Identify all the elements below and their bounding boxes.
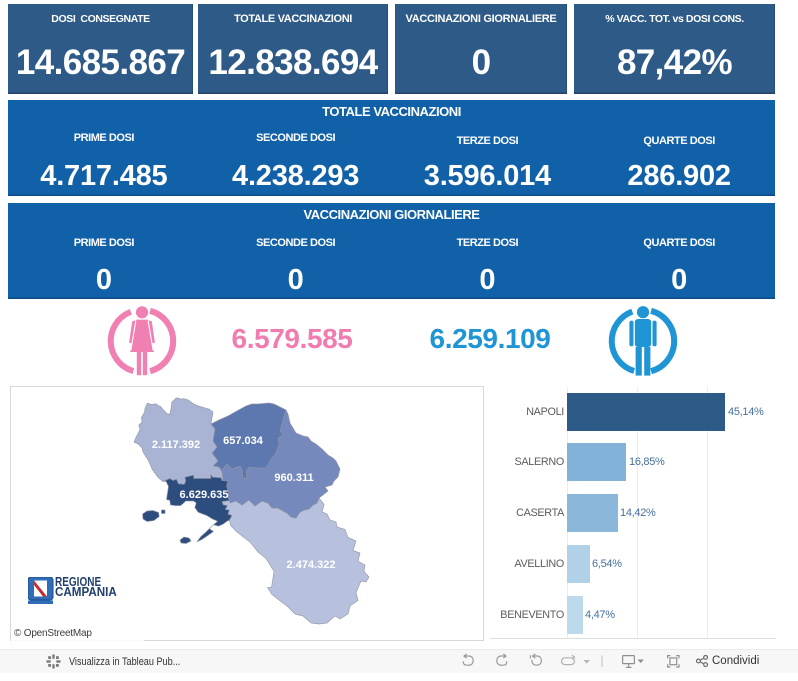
- svg-text:2.474.322: 2.474.322: [287, 559, 336, 571]
- svg-text:657.034: 657.034: [223, 435, 264, 447]
- svg-text:6.629.635: 6.629.635: [180, 489, 229, 501]
- svg-text:960.311: 960.311: [274, 472, 313, 484]
- svg-text:2.117.392: 2.117.392: [152, 439, 200, 451]
